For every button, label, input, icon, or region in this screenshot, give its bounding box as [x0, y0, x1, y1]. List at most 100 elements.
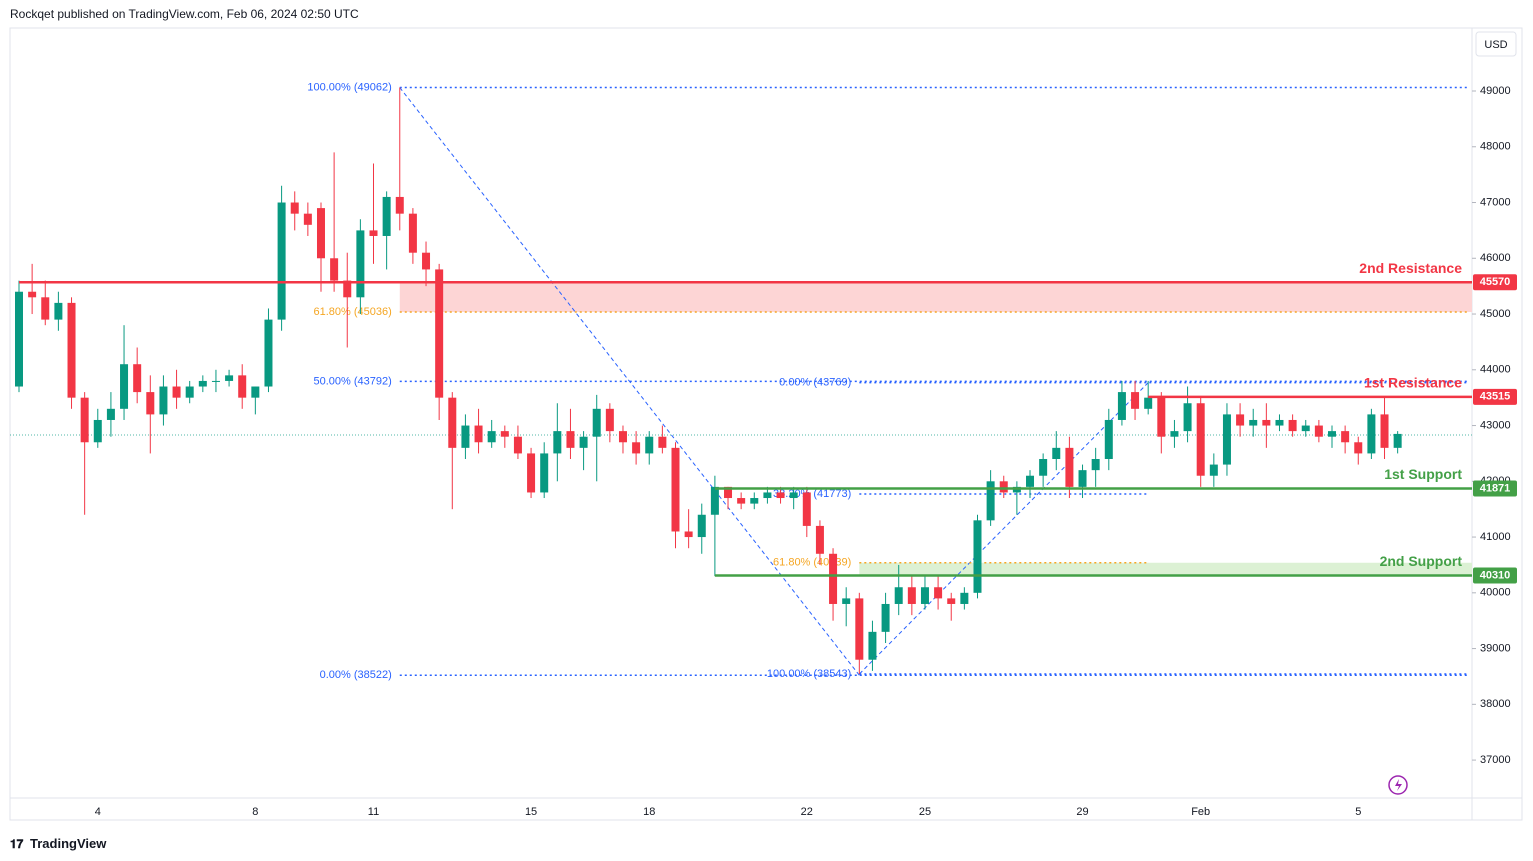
- price-tag: [1473, 388, 1517, 405]
- candle-body: [1262, 419, 1271, 426]
- candle-body: [356, 230, 365, 298]
- candle-body: [960, 592, 969, 604]
- candle-body: [605, 408, 614, 432]
- fib-trend: [858, 382, 1149, 675]
- candle-body: [93, 419, 102, 443]
- x-tick-label: 11: [368, 806, 379, 818]
- level-name: 2nd Resistance: [1359, 260, 1462, 276]
- candle-body: [592, 408, 601, 437]
- level-name: 1st Resistance: [1364, 375, 1462, 391]
- candle-body: [710, 486, 719, 515]
- currency: USD: [1484, 39, 1507, 51]
- y-tick-label: 41000: [1480, 531, 1511, 543]
- price-tag: [1473, 567, 1517, 584]
- candle-body: [789, 492, 798, 499]
- candle-body: [566, 431, 575, 448]
- candle-body: [185, 386, 194, 398]
- alert-bolt: [1395, 779, 1402, 791]
- candle-body: [408, 213, 417, 253]
- candle-body: [763, 492, 772, 499]
- alert-icon[interactable]: [1388, 775, 1408, 795]
- candle-body: [67, 302, 76, 398]
- candle-body: [632, 442, 641, 454]
- x-tick-label: 5: [1355, 806, 1361, 818]
- candle-body: [54, 302, 63, 320]
- x-tick-label: Feb: [1191, 806, 1210, 818]
- candle-body: [645, 436, 654, 454]
- candle-body: [133, 364, 142, 393]
- candle-body: [907, 587, 916, 604]
- chart: USD 370003800039000400004100042000430004…: [9, 27, 1523, 821]
- candle-body: [1341, 431, 1350, 443]
- candle-body: [855, 598, 864, 660]
- publish-info: Rockqet published on TradingView.com, Fe…: [10, 7, 359, 21]
- x-tick-label: 8: [252, 806, 258, 818]
- candle-body: [80, 397, 89, 443]
- candle-body: [986, 481, 995, 521]
- y-tick-label: 40000: [1480, 587, 1511, 599]
- candle-body: [422, 252, 431, 270]
- price-tag-label: 41871: [1480, 482, 1511, 494]
- y-tick-label: 46000: [1480, 252, 1511, 264]
- candle-body: [750, 498, 759, 504]
- logo-icon: 𝟏𝟕: [10, 837, 24, 851]
- candle-body: [999, 481, 1008, 493]
- candle-body: [829, 553, 838, 604]
- candle-body: [815, 525, 824, 554]
- candle-body: [487, 431, 496, 443]
- candle-body: [1117, 392, 1126, 420]
- candle-body: [369, 230, 378, 236]
- candle-body: [225, 375, 234, 381]
- y-tick-label: 37000: [1480, 754, 1511, 766]
- candle-body: [1222, 414, 1231, 465]
- candle-body: [28, 291, 37, 298]
- candle-body: [120, 364, 129, 409]
- zone: [859, 562, 1472, 576]
- level-name: 2nd Support: [1380, 553, 1463, 569]
- candle-body: [527, 453, 536, 493]
- candle-body: [1091, 458, 1100, 471]
- currency-button[interactable]: [1475, 31, 1517, 57]
- level-name: 1st Support: [1384, 466, 1462, 482]
- candle-body: [238, 375, 247, 398]
- candle-body: [159, 386, 168, 415]
- pane-border: [9, 27, 1523, 821]
- candle-body: [1275, 419, 1284, 426]
- price-tag-label: 45570: [1480, 276, 1511, 288]
- candle-body: [842, 598, 851, 604]
- candle-body: [172, 386, 181, 398]
- y-tick-label: 43000: [1480, 419, 1511, 431]
- candle-body: [1078, 470, 1087, 487]
- candle-body: [1170, 431, 1179, 437]
- fib-label: 100.00% (38543): [767, 668, 851, 680]
- candle-body: [198, 380, 207, 387]
- candle-body: [1209, 464, 1218, 476]
- x-tick-label: 15: [525, 806, 537, 818]
- price-tag-label: 43515: [1480, 391, 1511, 403]
- y-tick-label: 44000: [1480, 364, 1511, 376]
- candle-body: [724, 486, 733, 499]
- candle-body: [303, 213, 312, 225]
- candle-body: [802, 492, 811, 526]
- candle-body: [776, 492, 785, 499]
- candle-body: [658, 436, 667, 448]
- candle-body: [1026, 475, 1035, 487]
- candle-body: [934, 587, 943, 599]
- price-tag: [1473, 480, 1517, 497]
- candle-body: [1354, 442, 1363, 454]
- candle-body: [513, 436, 522, 454]
- candle-body: [435, 269, 444, 398]
- candle-body: [1183, 403, 1192, 432]
- candle-body: [1367, 414, 1376, 454]
- candle-body: [1039, 458, 1048, 476]
- candle-body: [1314, 425, 1323, 437]
- y-tick-label: 39000: [1480, 642, 1511, 654]
- candle-body: [1144, 397, 1153, 409]
- candle-body: [448, 397, 457, 448]
- y-tick-label: 48000: [1480, 141, 1511, 153]
- candle-body: [553, 431, 562, 454]
- candle-body: [1236, 414, 1245, 426]
- candle-body: [277, 202, 286, 320]
- y-tick-label: 47000: [1480, 196, 1511, 208]
